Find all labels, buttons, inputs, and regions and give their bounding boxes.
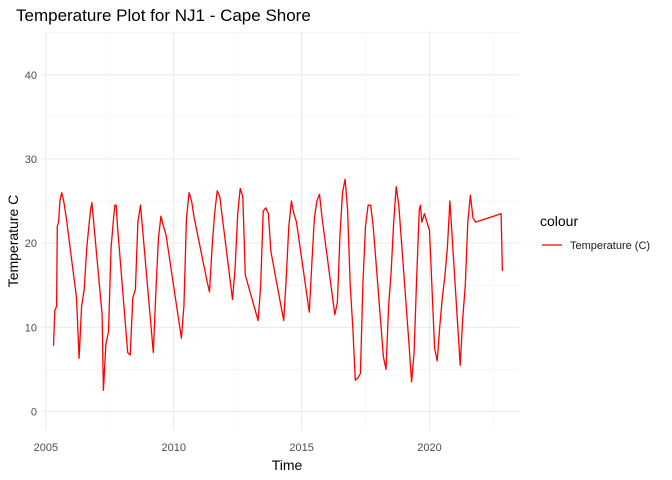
grid-major [42, 31, 519, 430]
y-tick-label: 40 [25, 70, 37, 82]
series-line-temperature [52, 178, 504, 392]
y-axis-title: Temperature C [5, 195, 21, 288]
x-tick-label: 2015 [289, 442, 313, 454]
x-tick-label: 2020 [417, 442, 441, 454]
legend-title: colour [540, 213, 578, 229]
legend: colour Temperature (C) [540, 213, 650, 252]
x-axis-tick-labels: 2005 2010 2015 2020 [34, 442, 442, 454]
y-tick-label: 0 [31, 406, 37, 418]
chart-title: Temperature Plot for NJ1 - Cape Shore [16, 6, 311, 25]
y-tick-label: 30 [25, 154, 37, 166]
y-tick-label: 20 [25, 238, 37, 250]
x-tick-label: 2010 [161, 442, 185, 454]
grid-minor [42, 31, 519, 430]
y-tick-label: 10 [25, 322, 37, 334]
series-layer [52, 178, 504, 392]
x-tick-label: 2005 [34, 442, 58, 454]
x-axis-title: Time [272, 457, 303, 473]
y-axis-tick-labels: 0 10 20 30 40 [25, 70, 37, 419]
legend-label-temperature: Temperature (C) [570, 240, 650, 252]
